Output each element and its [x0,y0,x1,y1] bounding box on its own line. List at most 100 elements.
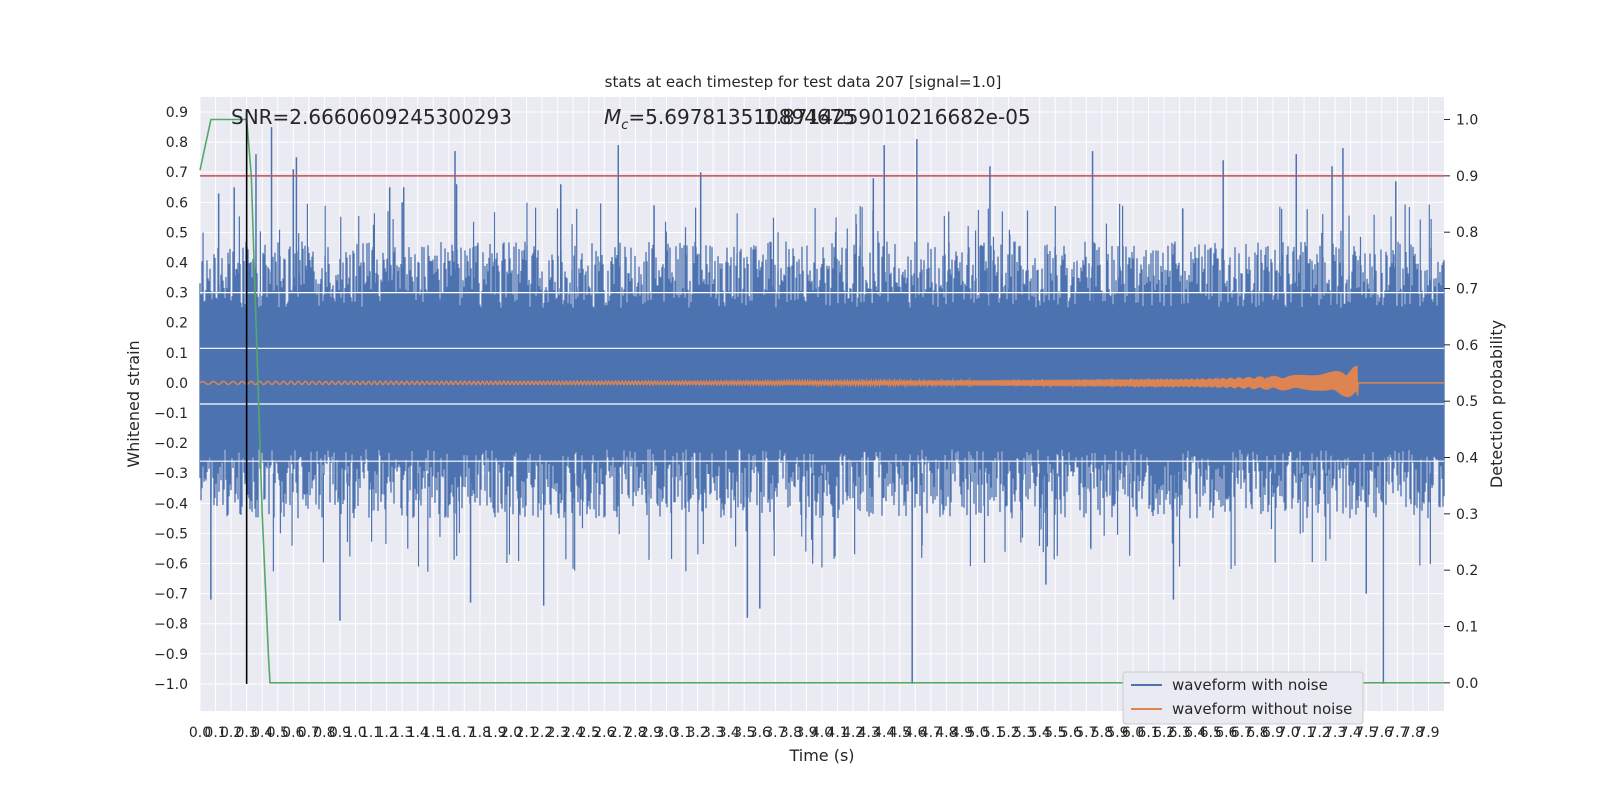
x-tick-label: 4.1 [826,725,848,741]
x-axis-label: Time (s) [788,746,854,765]
x-tick-label: 1.1 [360,725,382,741]
x-tick-label: 5.1 [982,725,1004,741]
y-left-tick-label: 0.3 [166,286,188,302]
x-tick-label: 2.1 [515,725,537,741]
x-tick-label: 5.7 [1075,725,1097,741]
clean-chirp [199,365,1444,398]
x-tick-label: 3.4 [718,725,740,741]
x-tick-label: 0.6 [282,725,304,741]
x-tick-label: 5.5 [1044,725,1066,741]
x-tick-label: 5.0 [966,725,988,741]
snr-annotation: SNR=2.6660609245300293 [231,105,512,129]
legend: waveform with noise waveform without noi… [1122,671,1364,725]
x-tick-label: 3.3 [702,725,724,741]
x-tick-label: 7.8 [1402,725,1424,741]
y-left-tick-label: 0.2 [166,316,188,332]
x-tick-label: 1.4 [407,725,429,741]
x-tick-label: 7.7 [1386,725,1408,741]
x-tick-label: 1.5 [422,725,444,741]
x-tick-label: 2.4 [562,725,584,741]
x-tick-label: 6.0 [1122,725,1144,741]
x-tick-label: 6.1 [1137,725,1159,741]
y-left-tick-label: −0.5 [154,526,188,542]
x-tick-label: 3.6 [749,725,771,741]
y-left-tick-label: −1.0 [154,677,188,693]
x-tick-label: 4.3 [858,725,880,741]
x-tick-label: 1.7 [453,725,475,741]
x-tick-label: 7.0 [1277,725,1299,741]
x-tick-label: 0.7 [298,725,320,741]
y-right-tick-label: 0.6 [1456,338,1478,354]
x-tick-label: 3.7 [764,725,786,741]
x-tick-label: 5.9 [1106,725,1128,741]
y-right-tick-label: 0.8 [1456,225,1478,241]
y-left-tick-label: −0.3 [154,466,188,482]
x-tick-label: 0.5 [267,725,289,741]
x-tick-label: 6.4 [1184,725,1206,741]
x-tick-label: 0.3 [236,725,258,741]
x-tick-label: 7.6 [1371,725,1393,741]
x-tick-label: 7.1 [1293,725,1315,741]
chirp-mass-symbol: M [604,105,621,129]
y-left-tick-label: 0.6 [166,195,188,211]
x-tick-label: 2.2 [531,725,553,741]
x-tick-label: 1.6 [438,725,460,741]
chirp-mass-subscript: c [621,118,628,133]
x-tick-label: 5.3 [1013,725,1035,741]
y-right-tick-label: 0.9 [1456,169,1478,185]
y-left-tick-label: 0.7 [166,165,188,181]
x-tick-label: 5.2 [997,725,1019,741]
x-tick-label: 1.2 [375,725,397,741]
y-right-tick-label: 0.3 [1456,507,1478,523]
x-tick-label: 1.0 [344,725,366,741]
x-tick-label: 4.2 [842,725,864,741]
y-left-tick-label: −0.6 [154,557,188,573]
x-tick-label: 0.2 [220,725,242,741]
x-tick-label: 0.4 [251,725,273,741]
x-tick-label: 7.4 [1340,725,1362,741]
y-right-tick-label: 1.0 [1456,113,1478,129]
x-tick-label: 7.2 [1308,725,1330,741]
y-left-tick-label: 0.5 [166,225,188,241]
x-tick-label: 7.3 [1324,725,1346,741]
x-tick-label: 6.8 [1246,725,1268,741]
x-tick-label: 4.4 [873,725,895,741]
series-waveform-without-noise [199,365,1444,398]
x-tick-label: 5.4 [1029,725,1051,741]
x-tick-label: 6.3 [1169,725,1191,741]
chirp-mass-annotation: Mc=5.697813510894675 [604,105,855,133]
y-left-tick-label: 0.4 [166,256,188,272]
x-tick-labels: 0.00.10.20.30.40.50.60.70.80.91.01.11.21… [189,725,1440,741]
x-tick-label: 6.5 [1200,725,1222,741]
x-tick-label: 3.0 [655,725,677,741]
x-tick-label: 0.1 [204,725,226,741]
x-tick-label: 7.9 [1417,725,1439,741]
x-tick-label: 4.7 [920,725,942,741]
y-left-tick-label: −0.8 [154,617,188,633]
x-tick-label: 1.9 [484,725,506,741]
x-tick-label: 1.8 [469,725,491,741]
y-right-tick-label: 0.4 [1456,451,1478,467]
y-right-tick-labels: 1.0 0.9 0.8 0.7 0.6 0.5 0.4 0.3 0.2 0.1 0.0 [1444,113,1478,692]
y-left-tick-label: −0.2 [154,436,188,452]
x-tick-label: 4.0 [811,725,833,741]
y-right-tick-label: 0.7 [1456,282,1478,298]
x-tick-label: 6.7 [1231,725,1253,741]
x-tick-label: 2.5 [578,725,600,741]
y-right-tick-label: 0.0 [1456,676,1478,692]
overlay-lines [199,112,1444,684]
x-tick-label: 0.9 [329,725,351,741]
y-left-tick-label: −0.4 [154,496,188,512]
x-tick-label: 3.9 [795,725,817,741]
x-tick-label: 4.5 [889,725,911,741]
x-tick-label: 2.8 [624,725,646,741]
x-tick-label: 4.9 [951,725,973,741]
y-left-tick-label: −0.9 [154,647,188,663]
x-tick-label: 3.5 [733,725,755,741]
y-right-tick-label: 0.1 [1456,620,1478,636]
x-tick-label: 3.8 [780,725,802,741]
series-waveform-with-noise [199,127,1445,684]
y-left-tick-label: −0.1 [154,406,188,422]
y-left-tick-label: 0.1 [166,346,188,362]
y-left-tick-labels: 0.9 0.8 0.7 0.6 0.5 0.4 0.3 0.2 0.1 0.0 −0.1 −0.2 −0… [154,105,188,693]
